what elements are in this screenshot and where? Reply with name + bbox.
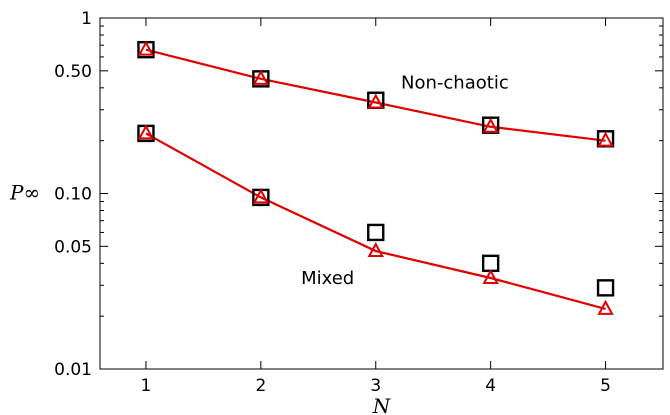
mixed-triangles-point bbox=[137, 124, 155, 140]
y-tick-label: 0.50 bbox=[54, 62, 92, 82]
mixed-triangles-point bbox=[597, 299, 614, 315]
nonchaotic-triangles-point bbox=[597, 131, 614, 147]
nonchaotic-line bbox=[145, 48, 606, 142]
mixed-squares-point bbox=[367, 223, 385, 242]
nonchaotic-triangles-point bbox=[252, 69, 270, 85]
y-tick-label: 0.05 bbox=[54, 237, 92, 257]
mixed-line bbox=[145, 132, 606, 310]
x-axis-label: N bbox=[372, 394, 392, 415]
y-tick-label: 0.01 bbox=[54, 360, 92, 380]
annotation-0: Non-chaotic bbox=[401, 72, 509, 93]
plot-frame bbox=[99, 17, 664, 370]
x-tick-label: 4 bbox=[485, 376, 496, 396]
y-axis-label: P∞ bbox=[9, 181, 40, 205]
nonchaotic-triangles-point bbox=[367, 93, 384, 109]
x-tick-label: 2 bbox=[255, 376, 266, 396]
mixed-triangles-point bbox=[252, 188, 270, 204]
x-tick-label: 1 bbox=[141, 376, 152, 396]
y-tick-label: 1 bbox=[81, 9, 92, 29]
x-tick-label: 5 bbox=[600, 376, 611, 396]
nonchaotic-triangles-point bbox=[482, 117, 499, 133]
mixed-squares-point bbox=[596, 279, 615, 297]
mixed-triangles-point bbox=[367, 241, 384, 258]
mixed-squares-point bbox=[481, 254, 500, 273]
annotation-1: Mixed bbox=[301, 268, 354, 289]
nonchaotic-triangles-point bbox=[137, 40, 155, 56]
x-tick-label: 3 bbox=[370, 376, 381, 396]
y-tick-label: 0.10 bbox=[54, 185, 92, 205]
mixed-triangles-point bbox=[482, 268, 499, 285]
